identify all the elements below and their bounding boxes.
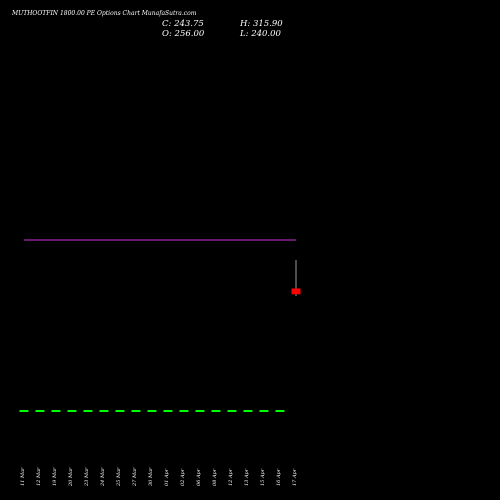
x-tick-label: 24 Mar [100, 467, 106, 487]
x-tick-label: 01 Apr [164, 468, 170, 486]
x-tick-label: 12 Apr [228, 468, 234, 486]
candle-body [35, 410, 45, 412]
x-tick-label: 19 Mar [52, 467, 58, 486]
x-tick-label: 27 Mar [132, 467, 138, 487]
candle-body [83, 410, 93, 412]
open-value: O: 256.00 [162, 29, 205, 39]
high-value: H: 315.90 [240, 19, 283, 29]
candle-body [163, 410, 173, 412]
candle-body [259, 410, 269, 412]
candle-body [51, 410, 61, 412]
x-tick-label: 20 Mar [68, 467, 74, 487]
close-value: C: 243.75 [162, 19, 204, 29]
candle-body [131, 410, 141, 412]
x-tick-label: 11 Mar [20, 467, 26, 486]
x-tick-label: 06 Apr [196, 468, 202, 486]
x-tick-label: 23 Mar [84, 467, 90, 487]
x-tick-label: 16 Apr [276, 468, 282, 486]
x-tick-label: 13 Apr [244, 468, 250, 486]
x-tick-label: 17 Apr [292, 468, 298, 486]
candle-body [227, 410, 237, 412]
x-tick-label: 15 Apr [260, 468, 266, 486]
candle-body [211, 410, 221, 412]
candle-body [67, 410, 77, 412]
candle-body [243, 410, 253, 412]
candle-body [147, 410, 157, 412]
x-tick-label: 12 Mar [36, 467, 42, 486]
candle-body [179, 410, 189, 412]
candle-body [275, 410, 285, 412]
x-tick-label: 30 Mar [148, 467, 154, 486]
chart-title: MUTHOOTFIN 1800.00 PE Options Chart Muna… [12, 10, 197, 17]
low-value: L: 240.00 [240, 29, 281, 39]
x-tick-label: 02 Apr [180, 468, 186, 486]
candle-body [19, 410, 29, 412]
candle-body [99, 410, 109, 412]
candle-body [115, 410, 125, 412]
x-tick-label: 08 Apr [212, 468, 218, 486]
x-tick-label: 25 Mar [116, 467, 122, 487]
candle-body [195, 410, 205, 412]
candle-body [291, 288, 301, 295]
